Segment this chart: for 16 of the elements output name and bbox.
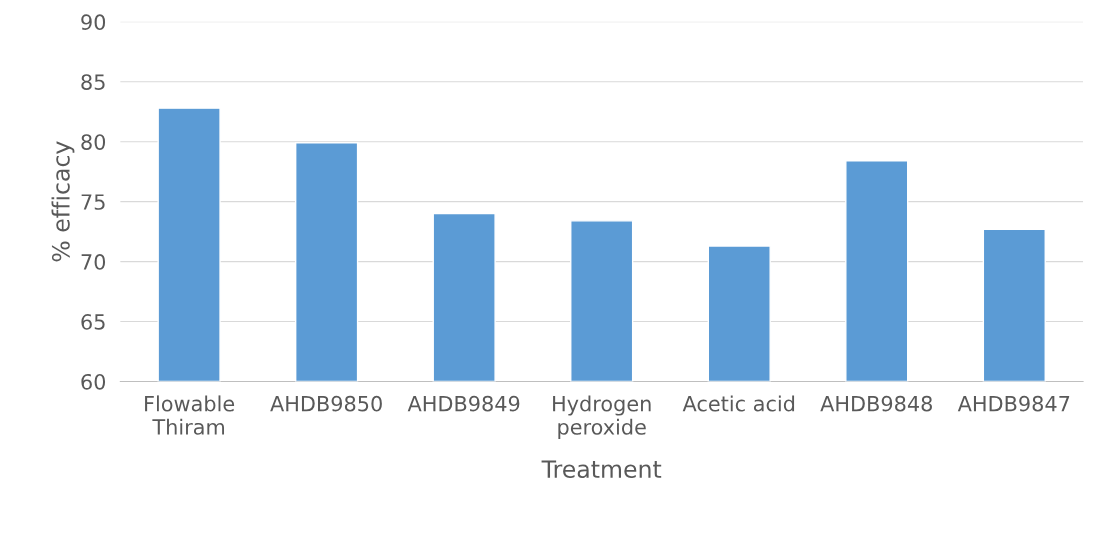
x-tick-label: AHDB9849 <box>407 395 520 412</box>
y-tick-label: 75 <box>81 194 105 210</box>
x-tick-label: AHDB9847 <box>957 395 1070 412</box>
x-tick-label: Flowable Thiram <box>145 395 235 435</box>
x-axis-title: Treatment <box>541 460 662 478</box>
y-tick-label: 65 <box>81 314 105 330</box>
x-tick-label: Hydrogen peroxide <box>553 395 651 439</box>
y-tick-label: 70 <box>81 254 106 270</box>
y-tick-label: 80 <box>81 134 106 150</box>
x-tick-label: Acetic acid <box>682 395 795 412</box>
y-tick-label: 60 <box>81 373 106 390</box>
x-tick-label: AHDB9850 <box>270 395 382 412</box>
y-axis-title: % efficacy <box>51 141 75 262</box>
y-tick-label: 85 <box>81 74 105 90</box>
y-tick-label: 90 <box>81 14 106 31</box>
x-tick-label: AHDB9848 <box>820 395 932 412</box>
